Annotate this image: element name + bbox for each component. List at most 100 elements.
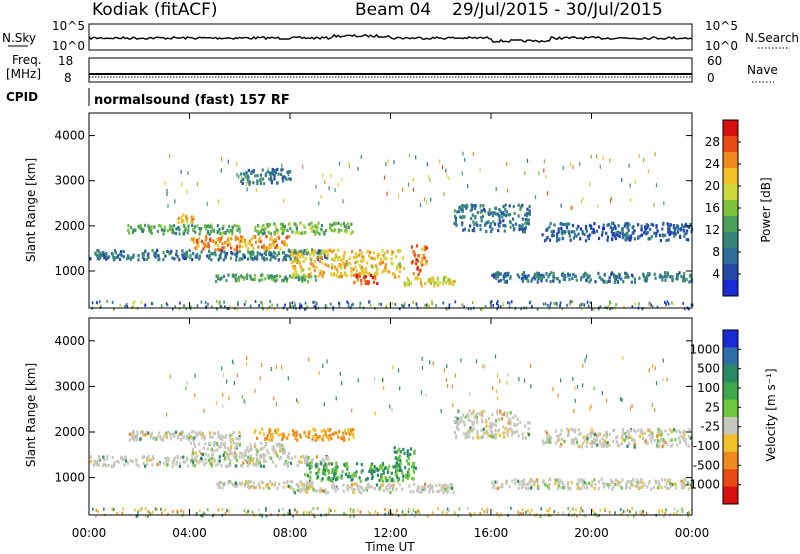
heatmap-cell bbox=[524, 213, 527, 217]
heatmap-cell bbox=[670, 429, 673, 433]
heatmap-cell bbox=[242, 177, 245, 181]
heatmap-cell bbox=[331, 223, 334, 227]
heatmap-cell bbox=[491, 214, 494, 218]
heatmap-cell bbox=[369, 511, 371, 515]
heatmap-cell bbox=[187, 438, 190, 442]
heatmap-cell bbox=[521, 432, 524, 436]
heatmap-cell bbox=[206, 201, 208, 206]
heatmap-cell bbox=[682, 435, 685, 439]
heatmap-cell bbox=[458, 206, 461, 210]
heatmap-cell bbox=[299, 302, 301, 306]
heatmap-cell bbox=[403, 302, 406, 306]
heatmap-cell bbox=[192, 252, 195, 256]
heatmap-cell bbox=[611, 237, 614, 242]
heatmap-cell bbox=[200, 452, 203, 456]
heatmap-cell bbox=[216, 237, 219, 241]
heatmap-cell bbox=[462, 151, 464, 156]
heatmap-cell bbox=[621, 512, 624, 516]
heatmap-cell bbox=[224, 512, 227, 516]
heatmap-cell bbox=[347, 428, 350, 432]
heatmap-cell bbox=[327, 471, 331, 475]
heatmap-cell bbox=[429, 178, 431, 183]
heatmap-cell bbox=[565, 226, 569, 230]
heatmap-cell bbox=[429, 281, 433, 285]
heatmap-cell bbox=[314, 304, 317, 308]
heatmap-cell bbox=[607, 443, 610, 447]
heatmap-cell bbox=[379, 261, 382, 265]
heatmap-cell bbox=[336, 275, 339, 279]
heatmap-cell bbox=[242, 239, 245, 243]
heatmap-cell bbox=[642, 510, 645, 514]
heatmap-cell bbox=[231, 229, 234, 233]
heatmap-cell bbox=[613, 428, 616, 432]
heatmap-cell bbox=[320, 194, 322, 199]
heatmap-cell bbox=[274, 464, 277, 468]
heatmap-cell bbox=[507, 301, 509, 305]
heatmap-cell bbox=[421, 247, 424, 251]
heatmap-cell bbox=[207, 508, 209, 512]
heatmap-cell bbox=[545, 237, 548, 241]
heatmap-cell bbox=[182, 256, 185, 260]
heatmap-cell bbox=[126, 254, 129, 258]
colorbar-tick-label: 1000 bbox=[689, 342, 720, 356]
heatmap-cell bbox=[206, 447, 209, 451]
heatmap-cell bbox=[300, 250, 303, 254]
heatmap-cell bbox=[472, 420, 476, 424]
heatmap-cell bbox=[522, 485, 525, 489]
heatmap-cell bbox=[347, 485, 350, 489]
heatmap-cell bbox=[632, 437, 635, 441]
heatmap-cell bbox=[531, 479, 534, 483]
heatmap-cell bbox=[456, 210, 459, 214]
heatmap-cell bbox=[303, 278, 306, 282]
heatmap-cell bbox=[381, 483, 385, 487]
heatmap-cell bbox=[546, 431, 549, 435]
heatmap-cell bbox=[569, 238, 572, 242]
heatmap-cell bbox=[318, 251, 321, 255]
heatmap-cell bbox=[460, 358, 462, 363]
heatmap-cell bbox=[406, 449, 409, 453]
heatmap-cell bbox=[521, 224, 524, 228]
heatmap-cell bbox=[134, 508, 136, 512]
heatmap-cell bbox=[360, 510, 362, 514]
heatmap-cell bbox=[542, 273, 545, 277]
heatmap-cell bbox=[678, 441, 682, 445]
heatmap-cell bbox=[304, 434, 308, 438]
heatmap-cell bbox=[156, 248, 159, 253]
heatmap-cell bbox=[147, 224, 150, 228]
heatmap-cell bbox=[372, 280, 376, 284]
heatmap-cell bbox=[623, 233, 626, 237]
heatmap-cell bbox=[455, 223, 458, 227]
heatmap-cell bbox=[547, 275, 550, 279]
heatmap-cell bbox=[517, 479, 520, 483]
heatmap-cell bbox=[497, 279, 500, 283]
heatmap-cell bbox=[388, 486, 391, 490]
heatmap-cell bbox=[107, 463, 110, 468]
heatmap-cell bbox=[305, 490, 309, 494]
heatmap-cell bbox=[369, 303, 372, 307]
heatmap-cell bbox=[250, 236, 254, 240]
heatmap-cell bbox=[413, 482, 416, 486]
heatmap-cell bbox=[524, 171, 526, 176]
heatmap-cell bbox=[340, 274, 343, 278]
velocity-ylabel: Slant Range [km] bbox=[24, 363, 38, 467]
heatmap-cell bbox=[235, 453, 238, 457]
heatmap-cell bbox=[241, 244, 244, 248]
heatmap-cell bbox=[533, 273, 537, 277]
heatmap-cell bbox=[120, 250, 123, 254]
heatmap-cell bbox=[530, 363, 532, 368]
heatmap-cell bbox=[441, 484, 444, 488]
heatmap-cell bbox=[479, 436, 483, 440]
heatmap-cell bbox=[561, 307, 564, 311]
heatmap-cell bbox=[586, 300, 589, 304]
heatmap-cell bbox=[328, 434, 331, 438]
heatmap-cell bbox=[535, 274, 539, 279]
heatmap-cell bbox=[217, 274, 220, 278]
heatmap-cell bbox=[675, 430, 678, 434]
heatmap-cell bbox=[585, 278, 588, 282]
heatmap-cell bbox=[309, 253, 312, 257]
heatmap-cell bbox=[237, 437, 240, 441]
heatmap-cell bbox=[241, 481, 244, 485]
heatmap-cell bbox=[589, 431, 592, 435]
heatmap-cell bbox=[590, 484, 594, 488]
heatmap-cell bbox=[591, 480, 594, 484]
